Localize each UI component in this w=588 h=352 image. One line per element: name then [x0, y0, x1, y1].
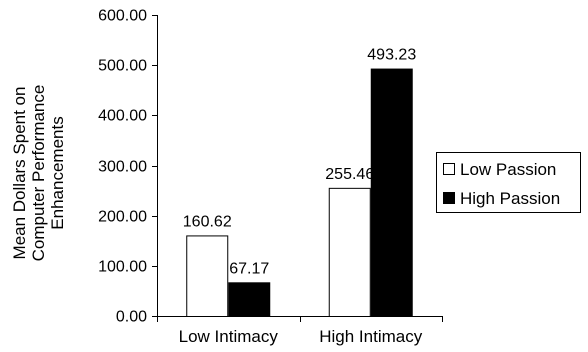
- y-axis-title: Mean Dollars Spent on Computer Performan…: [10, 85, 67, 262]
- legend-label-low-passion: Low Passion: [460, 160, 556, 179]
- y-tick-label: 200.00: [98, 209, 147, 226]
- x-axis-categories: Low Intimacy High Intimacy: [179, 327, 423, 346]
- bar: [228, 282, 271, 317]
- legend-label-high-passion: High Passion: [460, 189, 560, 208]
- y-axis-title-line-1: Mean Dollars Spent on: [10, 87, 29, 260]
- y-axis-title-line-3: Enhancements: [48, 116, 67, 229]
- y-tick-label: 600.00: [98, 8, 147, 25]
- bar: [370, 68, 413, 318]
- data-label: 160.62: [183, 213, 232, 230]
- y-tick-label: 400.00: [98, 108, 147, 125]
- legend-swatch-high-passion: [443, 192, 455, 204]
- x-category-label: Low Intimacy: [179, 327, 279, 346]
- data-labels: 160.62 67.17 255.46 493.23: [183, 47, 417, 278]
- legend-swatch-low-passion: [443, 163, 455, 175]
- x-category-label: High Intimacy: [319, 327, 422, 346]
- bars: [186, 68, 413, 318]
- data-label: 255.46: [325, 166, 374, 183]
- y-axis-title-line-2: Computer Performance: [29, 85, 48, 262]
- y-tick-label: 100.00: [98, 259, 147, 276]
- y-axis-ticks: 0.00 100.00 200.00 300.00 400.00 500.00 600.00: [98, 8, 157, 326]
- y-tick-label: 500.00: [98, 58, 147, 75]
- y-tick-label: 0.00: [116, 309, 147, 326]
- y-tick-label: 300.00: [98, 159, 147, 176]
- bar: [328, 187, 371, 317]
- bar: [186, 235, 229, 317]
- data-label: 493.23: [367, 47, 416, 64]
- data-label: 67.17: [229, 260, 269, 277]
- legend-box: [436, 152, 581, 213]
- legend: Low Passion High Passion: [436, 152, 581, 213]
- x-axis: [157, 316, 443, 322]
